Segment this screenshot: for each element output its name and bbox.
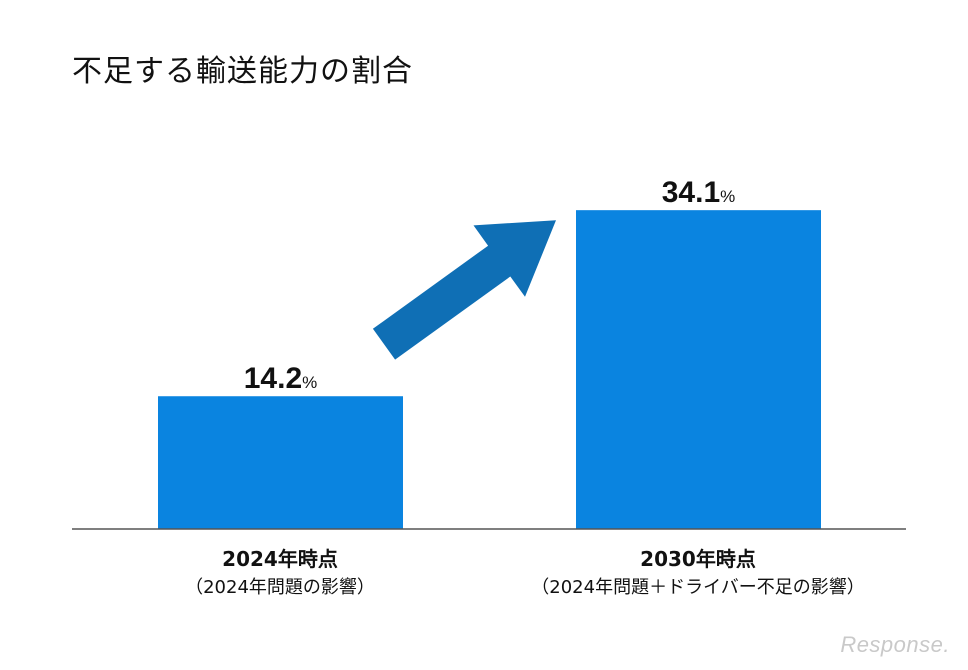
category-subtitle-2030: （2024年問題＋ドライバー不足の影響） bbox=[531, 577, 865, 598]
category-label-2030: 2030年時点 bbox=[640, 547, 756, 571]
response-watermark: Response. bbox=[840, 632, 950, 657]
value-label-1: 14.2% bbox=[244, 362, 318, 395]
bar-2 bbox=[576, 210, 821, 530]
bar-1 bbox=[158, 396, 403, 529]
category-subtitle-2024: （2024年問題の影響） bbox=[185, 577, 375, 598]
value-label-2: 34.1% bbox=[662, 176, 736, 209]
increase-arrow-icon bbox=[372, 220, 556, 360]
category-label-2024: 2024年時点 bbox=[222, 547, 338, 571]
chart-title: 不足する輸送能力の割合 bbox=[72, 54, 413, 89]
